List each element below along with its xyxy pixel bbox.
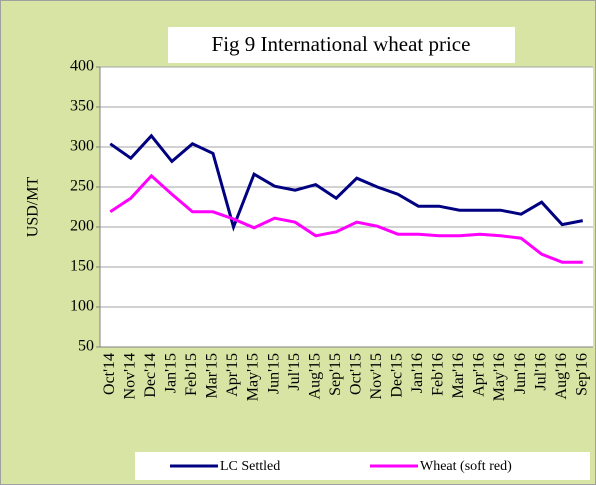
chart-title: Fig 9 International wheat price — [212, 32, 471, 56]
x-tick-label: Jun'15 — [265, 353, 282, 394]
x-tick-label: Dec'15 — [389, 353, 406, 398]
x-tick-label: Nov'14 — [121, 353, 138, 399]
x-tick-label: Aug'16 — [553, 353, 570, 399]
x-tick-label: Sep'15 — [327, 353, 344, 396]
x-tick-label: Apr'15 — [224, 353, 241, 397]
y-tick-label: 100 — [70, 298, 94, 315]
x-tick-label: Jul'16 — [532, 353, 549, 391]
y-tick-label: 50 — [78, 338, 94, 355]
x-tick-label: May'16 — [491, 353, 508, 401]
line-series — [109, 173, 583, 264]
y-tick-label: 300 — [70, 138, 94, 155]
plot-area — [100, 67, 593, 347]
legend-label: Wheat (soft red) — [420, 459, 512, 474]
line-series — [109, 133, 584, 232]
y-tick-label: 400 — [70, 58, 94, 75]
y-tick-label: 250 — [70, 178, 94, 195]
x-tick-label: Mar'16 — [450, 353, 467, 399]
x-tick-label: Oct'15 — [347, 353, 364, 395]
x-tick-label: Aug'15 — [306, 353, 323, 399]
legend-label: LC Settled — [220, 459, 280, 474]
x-tick-label: Sep'16 — [573, 353, 590, 396]
title-box — [168, 27, 515, 63]
x-tick-label: Feb'16 — [430, 353, 447, 396]
x-tick-label: Dec'14 — [142, 353, 159, 398]
y-tick-label: 350 — [70, 98, 94, 115]
x-tick-label: Jan'15 — [163, 353, 180, 393]
y-tick-label: 200 — [70, 218, 94, 235]
y-tick-label: 150 — [70, 258, 94, 275]
y-axis-label: USD/MT — [25, 177, 42, 238]
x-tick-label: Nov'15 — [368, 353, 385, 399]
x-tick-label: Jul'15 — [286, 353, 303, 391]
x-tick-label: Oct'14 — [101, 353, 118, 395]
x-tick-label: Jan'16 — [409, 353, 426, 393]
x-tick-label: Feb'15 — [183, 353, 200, 396]
x-tick-label: Apr'16 — [471, 353, 488, 397]
x-tick-label: May'15 — [245, 353, 262, 401]
x-tick-label: Jun'16 — [512, 353, 529, 394]
x-tick-label: Mar'15 — [204, 353, 221, 399]
